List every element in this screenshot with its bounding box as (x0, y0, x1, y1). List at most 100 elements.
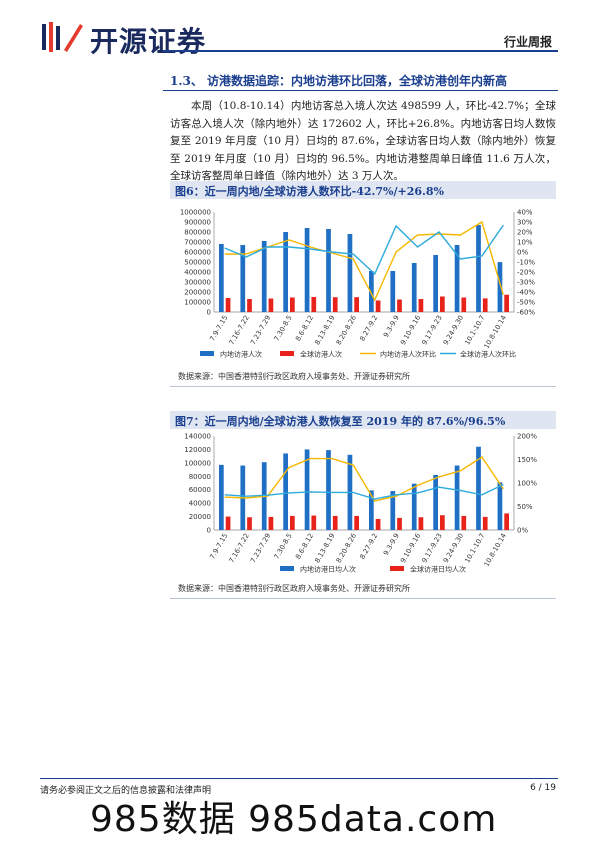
x-tick-label: 8.20-8.26 (335, 532, 358, 564)
x-tick-label: 9.3-9.9 (382, 532, 401, 557)
bar-global (332, 515, 338, 530)
y2-tick-label: 0% (517, 527, 528, 535)
bar-global (311, 515, 317, 530)
bar-global (290, 515, 295, 530)
x-tick-label: 7.30-8.5 (273, 532, 294, 561)
bar-global (225, 516, 231, 530)
legend-label: 内地访港日均人次 (300, 565, 356, 574)
bar-global (375, 300, 381, 312)
x-tick-label: 9.17-9.23 (420, 532, 443, 564)
y-tick-label: 200000 (184, 289, 211, 297)
chart-daily-recovery: 140000 120000 100000 80000 60000 40000 20000 0 2… (184, 433, 537, 574)
legend-swatch (280, 566, 294, 571)
x-tick-label: 10.1-10.7 (463, 314, 486, 346)
legend-label: 全球访港人次 (300, 350, 342, 359)
section-divider (163, 90, 558, 91)
figure-6-source: 数据来源：中国香港特别行政区政府入境事务处、开源证券研究所 (178, 372, 410, 381)
y-tick-label: 140000 (184, 433, 211, 441)
bar-mainland (476, 446, 481, 530)
legend-label: 全球访港日均人次 (410, 565, 466, 574)
bar-global (418, 517, 424, 530)
y-tick-label: 20000 (189, 513, 211, 521)
bar-global (504, 513, 509, 530)
bar-mainland (283, 232, 288, 312)
x-tick-label: 7.30-8.5 (273, 314, 294, 343)
y-tick-label: 800000 (184, 229, 211, 237)
y-tick-label: 40000 (189, 500, 211, 508)
y-tick-label: 0 (207, 309, 211, 317)
body-paragraph: 本周（10.8-10.14）内地访客总入境人次达 498599 人，环比-42.… (170, 100, 556, 182)
bar-global (332, 297, 338, 312)
y2-tick-label: -60% (517, 309, 535, 317)
watermark-text: 985数据 985data.com (90, 799, 498, 840)
x-tick-label: 7.23-7.29 (249, 314, 272, 346)
bar-global (440, 515, 445, 530)
y2-tick-label: 0% (517, 249, 528, 257)
company-logo: 开源证券 (40, 18, 230, 58)
logo-mark-icon (42, 22, 83, 52)
y2-tick-label: 10% (517, 239, 533, 247)
y-tick-label: 900000 (184, 219, 211, 227)
bar-mainland (304, 449, 310, 530)
line-series-global (224, 483, 504, 500)
x-tick-label: 8.27-9.2 (358, 314, 379, 343)
x-tick-label: 8.27-9.2 (358, 532, 379, 561)
y-tick-label: 700000 (184, 239, 211, 247)
x-tick-label: 8.13-8.19 (313, 532, 336, 564)
x-tick-label: 9.3-9.9 (382, 314, 401, 339)
line-series-global (224, 224, 504, 276)
bar-global (354, 297, 359, 312)
footer-disclaimer: 请务必参阅正文之后的信息披露和法律声明 (40, 786, 212, 796)
bar-global (461, 515, 467, 530)
bar-mainland (219, 244, 224, 312)
footer-divider (40, 778, 558, 779)
x-tick-label: 9.24-9.30 (442, 532, 465, 564)
y-tick-label: 400000 (184, 269, 211, 277)
y2-tick-label: -10% (517, 259, 535, 267)
bar-mainland (433, 474, 438, 530)
figure-7-title-bar (170, 411, 556, 429)
bar-global (418, 299, 424, 312)
bar-mainland (369, 490, 374, 530)
x-tick-label: 7.9-7.15 (208, 532, 229, 561)
y-tick-label: 1000000 (180, 209, 211, 217)
bar-mainland (390, 271, 396, 312)
line-series-mainland (224, 220, 504, 302)
y2-tick-label: 20% (517, 229, 533, 237)
bar-mainland (240, 245, 246, 312)
figure-6-divider (170, 386, 556, 387)
bar-global (440, 296, 445, 312)
bar-global (397, 517, 402, 530)
x-tick-label: 10.8-10.14 (483, 314, 508, 350)
legend-label: 全球访港人次环比 (460, 350, 516, 359)
bar-mainland (219, 464, 224, 530)
bar-mainland (261, 241, 267, 312)
figure-7-title: 图7：近一周内地/全球访港人数恢复至 2019 年的 87.6%/96.5% (175, 415, 506, 428)
figure-6-title: 图6：近一周内地/全球访港人数环比-42.7%/+26.8% (175, 185, 444, 198)
report-type-label: 行业周报 (503, 35, 552, 49)
bar-mainland (497, 262, 503, 312)
y2-tick-label: 50% (517, 503, 533, 511)
x-tick-label: 9.24-9.30 (442, 314, 465, 346)
bar-mainland (476, 225, 481, 312)
bar-global (504, 294, 509, 312)
y-tick-label: 500000 (184, 259, 211, 267)
x-tick-label: 7.16-7.22 (228, 314, 251, 346)
bar-mainland (497, 482, 503, 530)
bar-global (247, 517, 252, 530)
bar-global (268, 516, 274, 530)
y2-tick-label: 200% (517, 433, 537, 441)
legend-label: 内地访港人次 (220, 350, 262, 359)
bar-global (354, 515, 359, 530)
x-tick-label: 9.10-9.16 (399, 532, 422, 564)
y2-tick-label: 100% (517, 480, 537, 488)
bar-global (482, 298, 488, 312)
bar-mainland (433, 255, 438, 312)
y-tick-label: 300000 (184, 279, 211, 287)
bar-global (225, 298, 231, 312)
y2-tick-label: -30% (517, 279, 535, 287)
x-tick-label: 8.13-8.19 (313, 314, 336, 346)
bar-global (290, 297, 295, 312)
legend-label: 内地访港人次环比 (380, 350, 436, 359)
bar-mainland (326, 450, 331, 530)
